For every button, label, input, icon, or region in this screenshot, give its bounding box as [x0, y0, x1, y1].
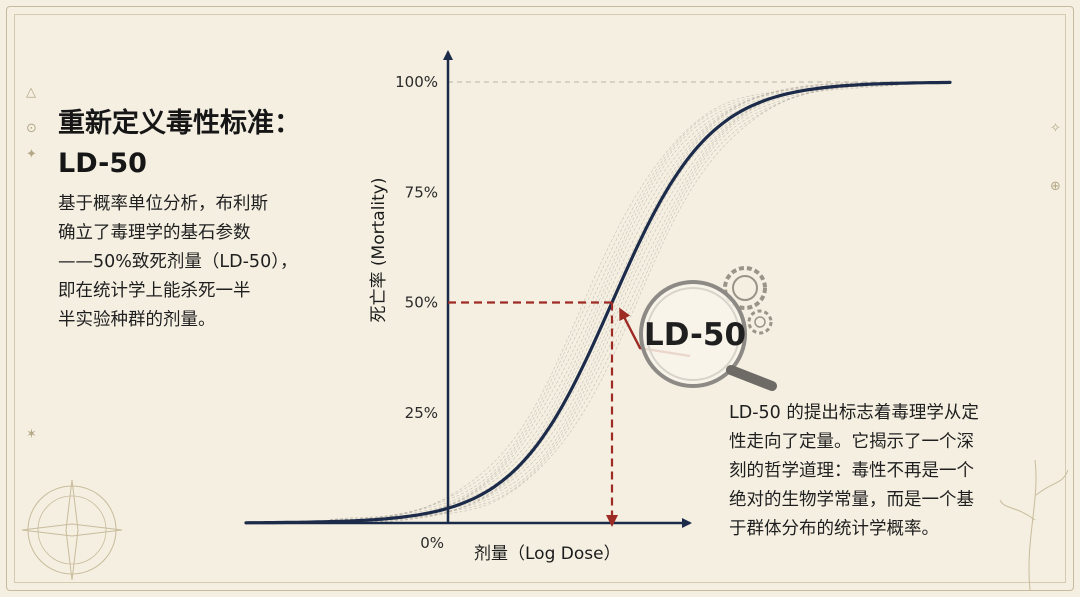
y-axis-label: 死亡率 (Mortality) — [369, 178, 389, 323]
y-tick-label-50: 50% — [405, 294, 438, 312]
sparkle-icon: ✧ — [1050, 121, 1061, 136]
ld50-label: LD-50 — [644, 317, 746, 353]
description-line: 确立了毒理学的基石参数 — [58, 223, 251, 243]
y-tick-label-25: 25% — [405, 404, 438, 422]
star-icon: ⊕ — [1050, 179, 1061, 194]
description-line: 即在统计学上能杀死一半 — [58, 281, 251, 301]
annotation-line: 于群体分布的统计学概率。 — [729, 519, 939, 539]
title-line: LD-50 — [58, 148, 147, 179]
compass-icon — [21, 479, 123, 581]
inner-frame — [14, 14, 1066, 583]
annotation-line: 性走向了定量。它揭示了一个深 — [729, 432, 974, 452]
annotation-line: LD-50 的提出标志着毒理学从定 — [729, 403, 979, 423]
hatch-line — [329, 82, 899, 522]
annotation-text: LD-50 的提出标志着毒理学从定 性走向了定量。它揭示了一个深 刻的哲学道理：… — [729, 399, 1059, 544]
gear-icon — [747, 309, 773, 335]
annotation-line: 绝对的生物学常量，而是一个基 — [729, 490, 974, 510]
dose-response-curve — [244, 80, 952, 525]
description-line: 半实验种群的剂量。 — [58, 310, 216, 330]
hatch-line — [329, 81, 899, 523]
description-text: 基于概率单位分析，布利斯 确立了毒理学的基石参数 ——50%致死剂量（LD-50… — [58, 190, 358, 335]
star-icon: ✦ — [26, 147, 37, 162]
x-axis-label: 剂量（Log Dose） — [474, 544, 621, 564]
y-tick-label-0: 0% — [420, 534, 444, 552]
description-line: 基于概率单位分析，布利斯 — [58, 194, 268, 214]
y-tick-label-100: 100% — [395, 73, 438, 91]
y-tick-label-75: 75% — [405, 183, 438, 201]
sun-symbol-icon: ⊙ — [26, 121, 37, 136]
description-line: ——50%致死剂量（LD-50）， — [58, 252, 298, 272]
page-title: 重新定义毒性标准： LD-50 — [58, 104, 301, 184]
sparkle-icon: ✶ — [26, 427, 37, 442]
hatch-line — [330, 81, 899, 523]
hatch-line — [329, 83, 899, 524]
plant-decoration-icon — [999, 459, 1069, 591]
outer-frame — [6, 6, 1074, 591]
annotation-line: 刻的哲学道理：毒性不再是一个 — [729, 461, 974, 481]
magnifier-icon — [639, 280, 777, 391]
title-line: 重新定义毒性标准： — [58, 108, 301, 139]
gear-icon — [723, 266, 767, 310]
sparkle-icon: △ — [26, 85, 36, 100]
